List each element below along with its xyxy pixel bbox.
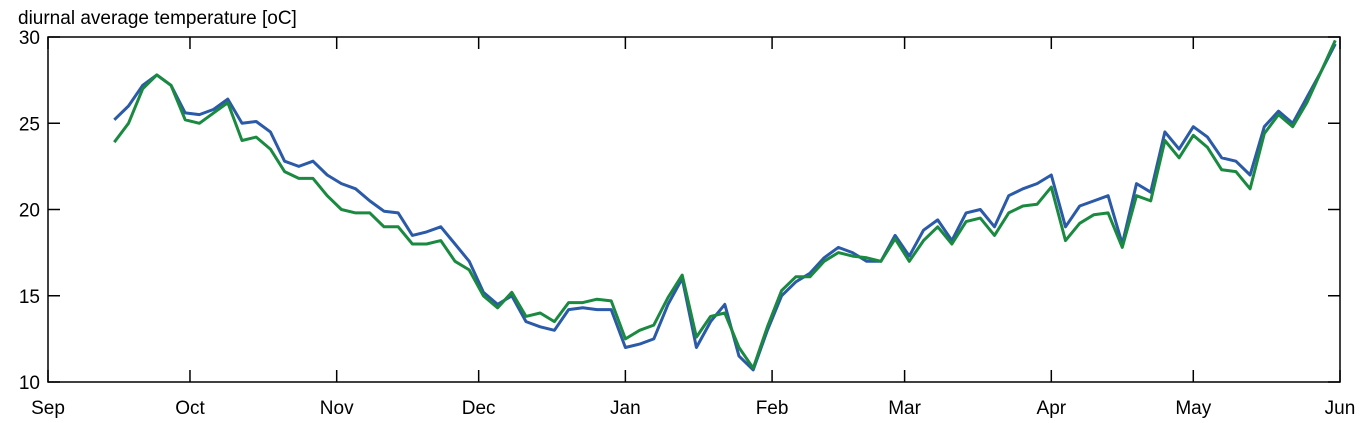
x-tick-label: Nov xyxy=(320,398,354,419)
x-tick-label: Apr xyxy=(1037,398,1067,419)
x-tick-label: Oct xyxy=(175,398,205,419)
x-tick-label: Feb xyxy=(756,398,789,419)
x-tick-label: Jun xyxy=(1325,398,1356,419)
y-tick-label: 20 xyxy=(19,201,40,222)
y-tick-label: 10 xyxy=(19,373,40,394)
x-tick-label: Mar xyxy=(888,398,921,419)
x-tick-label: Jan xyxy=(610,398,641,419)
series-line xyxy=(113,39,1337,370)
x-tick-label: Sep xyxy=(31,398,65,419)
x-tick-label: Dec xyxy=(462,398,496,419)
x-tick-label: May xyxy=(1175,398,1211,419)
chart-title: diurnal average temperature [oC] xyxy=(18,8,297,29)
series-line xyxy=(113,43,1337,372)
y-tick-label: 30 xyxy=(19,28,40,49)
y-tick-label: 25 xyxy=(19,114,40,135)
y-tick-label: 15 xyxy=(19,287,40,308)
